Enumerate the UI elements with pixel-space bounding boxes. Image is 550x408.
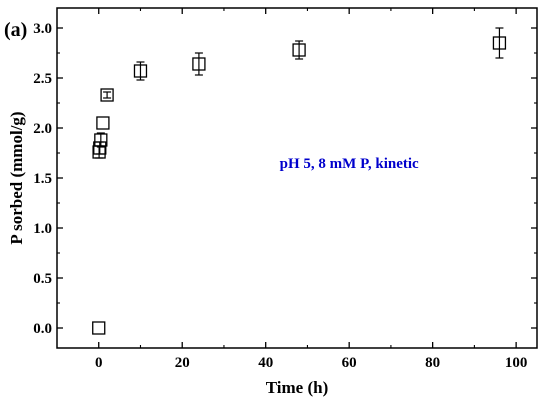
annotation-text: pH 5, 8 mM P, kinetic [280, 156, 419, 172]
x-tick-label: 40 [258, 355, 273, 371]
panel-label: (a) [4, 19, 27, 41]
axis-tick-labels: 0 20 40 60 80 100 0.0 0.5 1.0 1.5 2.0 2.5 3.0 [33, 21, 527, 371]
data-point [192, 57, 206, 71]
x-tick-label: 100 [505, 355, 528, 371]
y-tick-label: 1.5 [33, 171, 52, 187]
data-point [133, 64, 148, 78]
data-point [292, 43, 306, 57]
data-point [93, 141, 107, 155]
data-points [92, 36, 507, 335]
y-tick-label: 2.0 [33, 121, 52, 137]
data-point [96, 116, 110, 130]
axis-ticks [57, 8, 537, 348]
x-tick-label: 60 [342, 355, 357, 371]
data-point [492, 36, 507, 50]
y-tick-label: 0.0 [33, 321, 52, 337]
x-tick-label: 0 [95, 355, 103, 371]
y-tick-label: 2.5 [33, 71, 52, 87]
error-bars [95, 27, 504, 159]
data-point [92, 321, 106, 335]
y-axis-title: P sorbed (mmol/g) [7, 111, 26, 244]
x-axis-title: Time (h) [266, 378, 329, 397]
data-point [100, 88, 114, 102]
data-point [94, 133, 108, 147]
x-tick-label: 80 [425, 355, 440, 371]
y-tick-label: 3.0 [33, 21, 52, 37]
y-tick-label: 1.0 [33, 221, 52, 237]
y-tick-label: 0.5 [33, 271, 52, 287]
x-tick-label: 20 [175, 355, 190, 371]
